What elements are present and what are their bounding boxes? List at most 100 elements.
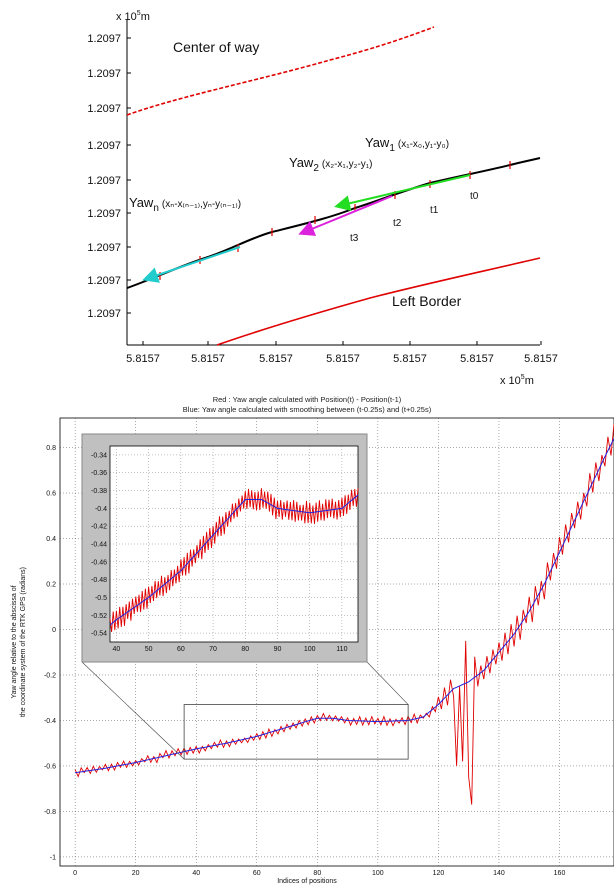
t2-label: t2 — [393, 218, 402, 229]
y-tick-label: -0.8 — [44, 809, 56, 816]
yaw-angle-chart: Red : Yaw angle calculated with Position… — [11, 395, 614, 885]
y-tick-label: 1.2097 — [87, 103, 121, 115]
y-tick-label: 1.2097 — [87, 208, 121, 220]
svg-text:the coordinate system of the R: the coordinate system of the RTK GPS (ra… — [20, 567, 27, 717]
left-border-label: Left Border — [392, 293, 462, 309]
x-tick-label: 5.8157 — [259, 353, 293, 365]
t1-label: t1 — [430, 205, 439, 216]
x-tick-label: 100 — [372, 870, 384, 877]
center-of-way-label: Center of way — [173, 39, 259, 55]
inset-y-tick-label: -0.38 — [91, 488, 107, 495]
inset-raw-series — [109, 488, 359, 633]
zoom-region-box — [81, 661, 409, 760]
y-tick-label: -0.2 — [44, 672, 56, 679]
y-tick-label: 1.2097 — [87, 33, 121, 45]
svg-text:Yaw angle relative to the absc: Yaw angle relative to the abscissa of — [11, 585, 18, 698]
inset-y-tick-labels: -0.54 -0.52 -0.5 -0.48 -0.46 -0.44 -0.42 -0.4 -0… — [91, 452, 107, 637]
inset-x-tick-label: 100 — [304, 646, 316, 653]
x-tick-label: 80 — [313, 870, 321, 877]
y-tick-label: -0.4 — [44, 718, 56, 725]
yawn-label: Yawn (xₙ-x₍ₙ₋₁₎,yₙ-y₍ₙ₋₁₎) — [129, 195, 241, 214]
inset-raw-line — [109, 488, 359, 633]
inset-x-tick-label: 50 — [145, 646, 153, 653]
x-tick-label: 0 — [73, 870, 77, 877]
inset-x-tick-label: 60 — [177, 646, 185, 653]
y-tick-label: 1.2097 — [87, 175, 121, 187]
zoom-rect — [183, 704, 409, 760]
yawn-arrow — [142, 246, 241, 283]
y-tick-label: 0 — [52, 627, 56, 634]
smoothed-series — [75, 438, 614, 774]
inset-y-tick-label: -0.54 — [91, 631, 107, 638]
y-unit-label: x 105m — [116, 10, 150, 23]
inset-x-tick-label: 110 — [336, 646, 347, 653]
x-axis-title: Indices of positions — [277, 878, 337, 885]
raw-series — [74, 423, 614, 805]
raw-line — [74, 423, 614, 805]
inset-y-tick-label: -0.48 — [91, 577, 107, 584]
y-tick-label: 0.2 — [46, 582, 56, 589]
t3-label: t3 — [350, 233, 359, 244]
trajectory-line — [126, 157, 541, 289]
y-axis-title: Yaw angle relative to the abscissa of th… — [11, 567, 27, 717]
x-tick-label: 5.8157 — [524, 353, 558, 365]
inset-y-tick-label: -0.42 — [91, 524, 107, 531]
chart-title-line2: Blue: Yaw angle calculated with smoothin… — [183, 405, 432, 414]
x-tick-label: 5.8157 — [126, 353, 160, 365]
plot-area — [59, 417, 614, 867]
inset-x-tick-labels: 40 50 60 70 80 90 100 110 — [113, 646, 348, 653]
zoom-connector — [366, 661, 409, 705]
y-tick-labels: 1.2097 1.2097 1.2097 1.2097 1.2097 1.2097 1.20… — [87, 33, 131, 320]
x-tick-label: 5.8157 — [393, 353, 427, 365]
zoom-connector — [81, 661, 185, 760]
inset-smoothed-series — [109, 494, 359, 626]
y-tick-label: -1 — [50, 854, 56, 861]
inset-y-tick-label: -0.44 — [91, 542, 107, 549]
inset-y-tick-label: -0.46 — [91, 559, 107, 566]
inset-y-tick-label: -0.5 — [95, 595, 107, 602]
y-tick-labels: -1 -0.8 -0.6 -0.4 -0.2 0 0.2 0.4 0.6 0.8 — [44, 445, 56, 861]
y-tick-label: 1.2097 — [87, 68, 121, 80]
inset-x-tick-label: 80 — [241, 646, 249, 653]
x-tick-labels: 5.8157 5.8157 5.8157 5.8157 5.8157 5.8157 5.81… — [126, 341, 558, 365]
y-tick-label: 1.2097 — [87, 308, 121, 320]
x-tick-label: 120 — [433, 870, 445, 877]
left-border-line — [216, 257, 541, 346]
inset-chart: -0.54 -0.52 -0.5 -0.48 -0.46 -0.44 -0.42 -0.4 -0… — [81, 433, 368, 663]
chart-title-line1: Red : Yaw angle calculated with Position… — [213, 395, 402, 404]
t0-label: t0 — [470, 191, 479, 202]
x-tick-label: 40 — [192, 870, 200, 877]
y-tick-label: 0.8 — [46, 445, 56, 452]
inset-smoothed-line — [109, 494, 359, 626]
inset-y-tick-label: -0.34 — [91, 452, 107, 459]
yaw1-label: Yaw1 (x₁-x₀,y₁-y₀) — [365, 135, 449, 154]
x-tick-label: 5.8157 — [326, 353, 360, 365]
yaw2-arrow — [298, 195, 393, 236]
y-tick-label: 0.4 — [46, 536, 56, 543]
x-tick-label: 140 — [493, 870, 505, 877]
yaw2-label: Yaw2 (x₂-x₁,y₂-y₁) — [289, 155, 373, 174]
x-tick-label: 5.8157 — [191, 353, 225, 365]
x-tick-label: 160 — [554, 870, 566, 877]
inset-x-tick-label: 90 — [274, 646, 282, 653]
x-tick-label: 5.8157 — [460, 353, 494, 365]
x-tick-label: 60 — [253, 870, 261, 877]
inset-grid — [110, 446, 358, 642]
x-tick-label: 20 — [132, 870, 140, 877]
inset-y-tick-label: -0.52 — [91, 613, 107, 620]
y-tick-label: 1.2097 — [87, 275, 121, 287]
inset-x-tick-label: 70 — [209, 646, 217, 653]
inset-y-tick-label: -0.4 — [95, 506, 107, 513]
center-of-way-line — [126, 26, 435, 116]
y-tick-label: 1.2097 — [87, 140, 121, 152]
x-tick-labels: 0 20 40 60 80 100 120 140 160 — [73, 870, 565, 877]
y-tick-label: 0.6 — [46, 491, 56, 498]
inset-y-tick-label: -0.36 — [91, 470, 107, 477]
trajectory-chart: x 105m x 105m 1.20971.20971.20971.20971.… — [87, 10, 557, 387]
y-tick-label: 1.2097 — [87, 242, 121, 254]
inset-x-tick-label: 40 — [113, 646, 121, 653]
smoothed-line — [75, 438, 614, 774]
y-tick-label: -0.6 — [44, 763, 56, 770]
x-unit-label: x 105m — [500, 374, 534, 387]
